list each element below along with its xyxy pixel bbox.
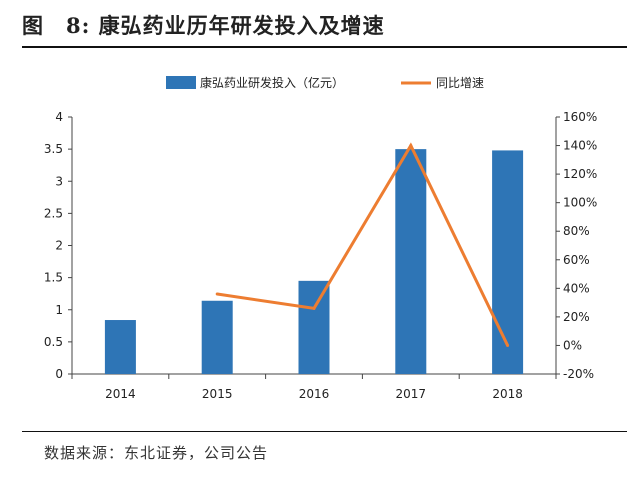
title-divider bbox=[22, 46, 627, 48]
line-point-growth bbox=[506, 343, 510, 347]
y-right-tick-label: 20% bbox=[563, 310, 590, 324]
y-right-tick-label: 100% bbox=[563, 196, 597, 210]
line-growth-rate bbox=[216, 142, 509, 347]
y-left-tick-label: 3 bbox=[55, 174, 63, 188]
source-note: 数据来源：东北证券，公司公告 bbox=[44, 444, 269, 462]
y-left-tick-label: 2.5 bbox=[44, 206, 63, 220]
x-tick-label: 2018 bbox=[492, 387, 523, 401]
y-left-tick-label: 1.5 bbox=[44, 271, 63, 285]
y-right-tick-label: -20% bbox=[563, 367, 594, 381]
bar-rd-investment bbox=[395, 149, 427, 374]
y-right-tick-label: 40% bbox=[563, 281, 590, 295]
line-point-growth bbox=[215, 292, 219, 296]
bar-rd-investment bbox=[298, 280, 330, 374]
bar-rd-investment bbox=[201, 300, 233, 374]
legend-swatch-bar bbox=[166, 76, 196, 89]
x-tick-label: 2014 bbox=[105, 387, 136, 401]
y-left-tick-label: 4 bbox=[55, 110, 63, 124]
legend-label-bar: 康弘药业研发投入（亿元） bbox=[200, 75, 344, 90]
y-left-tick-label: 0 bbox=[55, 367, 63, 381]
x-tick-label: 2016 bbox=[299, 387, 330, 401]
x-tick-label: 2015 bbox=[202, 387, 233, 401]
legend-label-line: 同比增速 bbox=[436, 76, 484, 90]
y-right-tick-label: 80% bbox=[563, 224, 590, 238]
line-point-growth bbox=[409, 144, 413, 148]
y-right-tick-label: 120% bbox=[563, 167, 597, 181]
y-right-tick-label: 0% bbox=[563, 338, 582, 352]
bar-rd-investment bbox=[104, 320, 136, 374]
y-right-tick-label: 60% bbox=[563, 253, 590, 267]
y-right-tick-label: 140% bbox=[563, 139, 597, 153]
y-left-tick-label: 2 bbox=[55, 239, 63, 253]
y-right-tick-label: 160% bbox=[563, 110, 597, 124]
chart-canvas: 0 0.5 1 1.5 2 2.5 3 3.5 4 -20% 0% 20% 40% 60% 80% 100% 1… bbox=[44, 75, 597, 401]
y-left-tick-label: 0.5 bbox=[44, 335, 63, 349]
y-left-tick-label: 3.5 bbox=[44, 142, 63, 156]
figure-title: 图 8: 康弘药业历年研发投入及增速 bbox=[22, 13, 385, 38]
bar-rd-investment bbox=[492, 150, 524, 374]
y-left-tick-label: 1 bbox=[55, 303, 63, 317]
line-point-growth bbox=[312, 306, 316, 310]
x-tick-label: 2017 bbox=[396, 387, 427, 401]
source-divider bbox=[22, 431, 627, 432]
